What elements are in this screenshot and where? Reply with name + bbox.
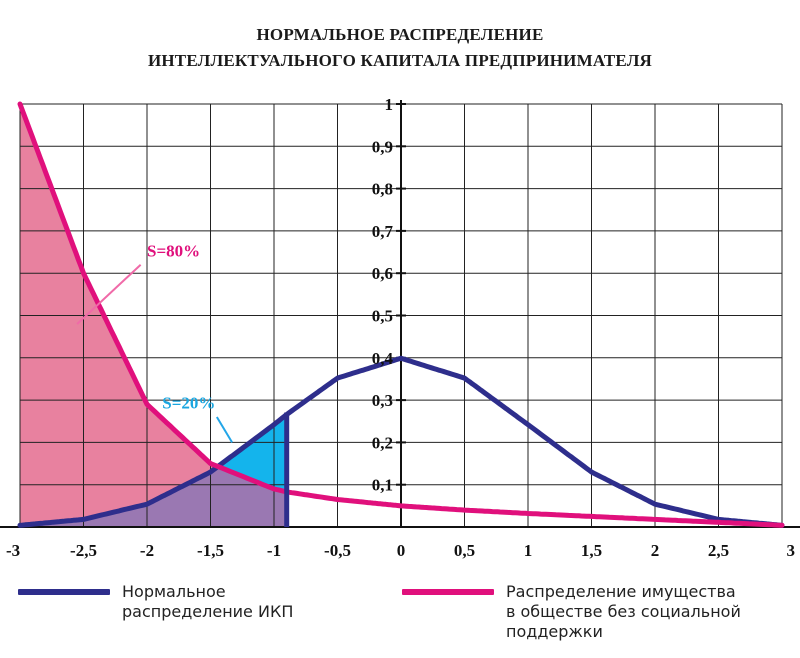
chart-axes [0, 100, 800, 528]
overlap-area [20, 466, 287, 527]
normal-distribution-curve [17, 355, 785, 528]
pointer-80 [76, 264, 142, 325]
wealth-area-80 [20, 104, 287, 527]
chart-title: НОРМАЛЬНОЕ РАСПРЕДЕЛЕНИЕ ИНТЕЛЛЕКТУАЛЬНО… [0, 22, 800, 74]
x-tick-label: 0,5 [454, 541, 475, 560]
legend-swatch-magenta [402, 589, 494, 595]
y-tick-label: 0,5 [372, 307, 393, 326]
x-tick-label: 2 [651, 541, 660, 560]
x-tick-label: -2,5 [70, 541, 97, 560]
y-tick-label: 0,3 [372, 391, 393, 410]
y-tick-label: 1 [385, 95, 394, 114]
x-tick-label: 1,5 [581, 541, 602, 560]
legend-label-wealth: Распределение имущества в обществе без с… [506, 582, 741, 641]
distribution-chart: S=80% S=20% -3 -2,5 -2 -1,5 -1 -0,5 0 0,5 1 1,5 2 2,… [0, 95, 800, 560]
x-tick-label: -1,5 [197, 541, 224, 560]
annotation-s20: S=20% [162, 394, 215, 413]
wealth-distribution-curve [17, 101, 785, 528]
chart-title-line-1: НОРМАЛЬНОЕ РАСПРЕДЕЛЕНИЕ [256, 25, 544, 44]
chart-series [17, 101, 785, 528]
x-tick-label: -1 [267, 541, 281, 560]
tick-labels: -3 -2,5 -2 -1,5 -1 -0,5 0 0,5 1 1,5 2 2,5 3 0,1 0,2 0,3… [6, 95, 795, 560]
x-tick-label: -2 [140, 541, 154, 560]
legend-item-normal: Нормальное распределение ИКП [18, 582, 293, 622]
x-tick-label: -3 [6, 541, 20, 560]
legend-item-wealth: Распределение имущества в обществе без с… [402, 582, 741, 642]
y-tick-label: 0,4 [372, 349, 394, 368]
annotation-s80: S=80% [147, 241, 200, 260]
y-tick-label: 0,7 [372, 222, 394, 241]
x-tick-label: -0,5 [324, 541, 351, 560]
x-tick-label: 2,5 [708, 541, 729, 560]
y-tick-label: 0,9 [372, 137, 393, 156]
y-tick-label: 0,1 [372, 476, 393, 495]
x-tick-label: 0 [397, 541, 406, 560]
chart-annotations: S=80% S=20% [76, 241, 233, 443]
x-tick-label: 1 [524, 541, 533, 560]
x-tick-label: 3 [787, 541, 796, 560]
pointer-20 [215, 416, 233, 443]
y-tick-label: 0,8 [372, 180, 393, 199]
y-tick-label: 0,2 [372, 433, 393, 452]
chart-title-line-2: ИНТЕЛЛЕКТУАЛЬНОГО КАПИТАЛА ПРЕДПРИНИМАТЕ… [147, 51, 653, 70]
legend-swatch-blue [18, 589, 110, 595]
y-tick-label: 0,6 [372, 264, 393, 283]
legend-label-normal: Нормальное распределение ИКП [122, 582, 294, 621]
